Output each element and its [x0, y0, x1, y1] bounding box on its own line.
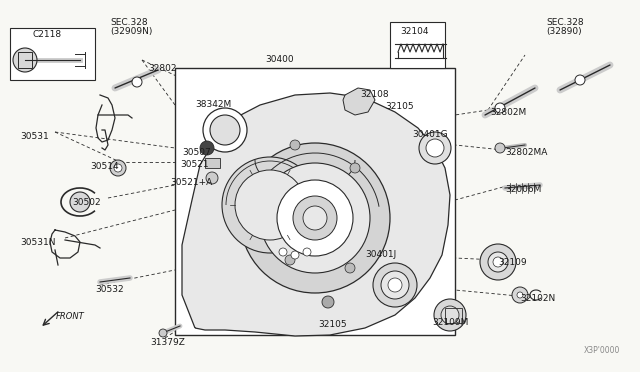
Circle shape — [290, 140, 300, 150]
Text: 30531: 30531 — [20, 132, 49, 141]
Circle shape — [13, 48, 37, 72]
Circle shape — [70, 192, 90, 212]
Text: 30532: 30532 — [95, 285, 124, 294]
Circle shape — [203, 108, 247, 152]
Text: (32890): (32890) — [546, 27, 582, 36]
Text: 30521+A: 30521+A — [170, 178, 212, 187]
Circle shape — [110, 160, 126, 176]
Text: 32802M: 32802M — [490, 108, 526, 117]
Text: 30400: 30400 — [265, 55, 294, 64]
Text: 32105: 32105 — [385, 102, 413, 111]
Bar — [175, 68, 455, 335]
Text: (32909N): (32909N) — [110, 27, 152, 36]
Bar — [10, 28, 95, 80]
Text: SEC.328: SEC.328 — [110, 18, 148, 27]
Circle shape — [322, 296, 334, 308]
Circle shape — [260, 163, 370, 273]
Circle shape — [132, 77, 142, 87]
Text: 30521: 30521 — [180, 160, 209, 169]
Text: 32006M: 32006M — [505, 185, 541, 194]
Circle shape — [345, 263, 355, 273]
Circle shape — [512, 287, 528, 303]
Text: 30514: 30514 — [90, 162, 118, 171]
Text: 32109M: 32109M — [432, 318, 468, 327]
Text: 32102N: 32102N — [520, 294, 556, 303]
Circle shape — [388, 278, 402, 292]
Text: 30401J: 30401J — [365, 250, 396, 259]
Text: FRONT: FRONT — [56, 312, 84, 321]
Text: 32108: 32108 — [360, 90, 388, 99]
Circle shape — [114, 164, 122, 172]
Circle shape — [200, 141, 214, 155]
Circle shape — [488, 252, 508, 272]
Circle shape — [575, 75, 585, 85]
Circle shape — [517, 292, 523, 298]
Circle shape — [159, 329, 167, 337]
Circle shape — [303, 206, 327, 230]
PathPatch shape — [343, 88, 375, 115]
Text: SEC.328: SEC.328 — [546, 18, 584, 27]
Circle shape — [495, 143, 505, 153]
Circle shape — [426, 139, 444, 157]
Text: 31379Z: 31379Z — [150, 338, 185, 347]
Text: 32109: 32109 — [498, 258, 527, 267]
Text: 30401G: 30401G — [412, 130, 447, 139]
PathPatch shape — [182, 93, 450, 336]
Circle shape — [434, 299, 466, 331]
Circle shape — [285, 255, 295, 265]
Circle shape — [419, 132, 451, 164]
Circle shape — [291, 251, 299, 259]
Circle shape — [303, 248, 311, 256]
Text: 30507: 30507 — [182, 148, 211, 157]
Text: 32104: 32104 — [400, 27, 429, 36]
Text: 30502: 30502 — [72, 198, 100, 207]
Circle shape — [441, 306, 459, 324]
Circle shape — [293, 196, 337, 240]
Bar — [18, 52, 32, 68]
Text: 38342M: 38342M — [195, 100, 231, 109]
Bar — [205, 158, 220, 168]
Bar — [445, 308, 462, 323]
Circle shape — [222, 157, 318, 253]
Bar — [390, 22, 445, 68]
Circle shape — [240, 143, 390, 293]
Circle shape — [373, 263, 417, 307]
Circle shape — [350, 163, 360, 173]
Circle shape — [493, 257, 503, 267]
Circle shape — [210, 115, 240, 145]
Circle shape — [277, 180, 353, 256]
Circle shape — [235, 170, 305, 240]
Circle shape — [495, 103, 505, 113]
Circle shape — [279, 248, 287, 256]
Text: 32802: 32802 — [148, 64, 177, 73]
Text: 32802MA: 32802MA — [505, 148, 547, 157]
Text: 30531N: 30531N — [20, 238, 56, 247]
Text: C2118: C2118 — [32, 30, 61, 39]
Text: 32105: 32105 — [318, 320, 347, 329]
Circle shape — [480, 244, 516, 280]
Circle shape — [206, 172, 218, 184]
Text: X3P'0000: X3P'0000 — [584, 346, 620, 355]
Circle shape — [381, 271, 409, 299]
